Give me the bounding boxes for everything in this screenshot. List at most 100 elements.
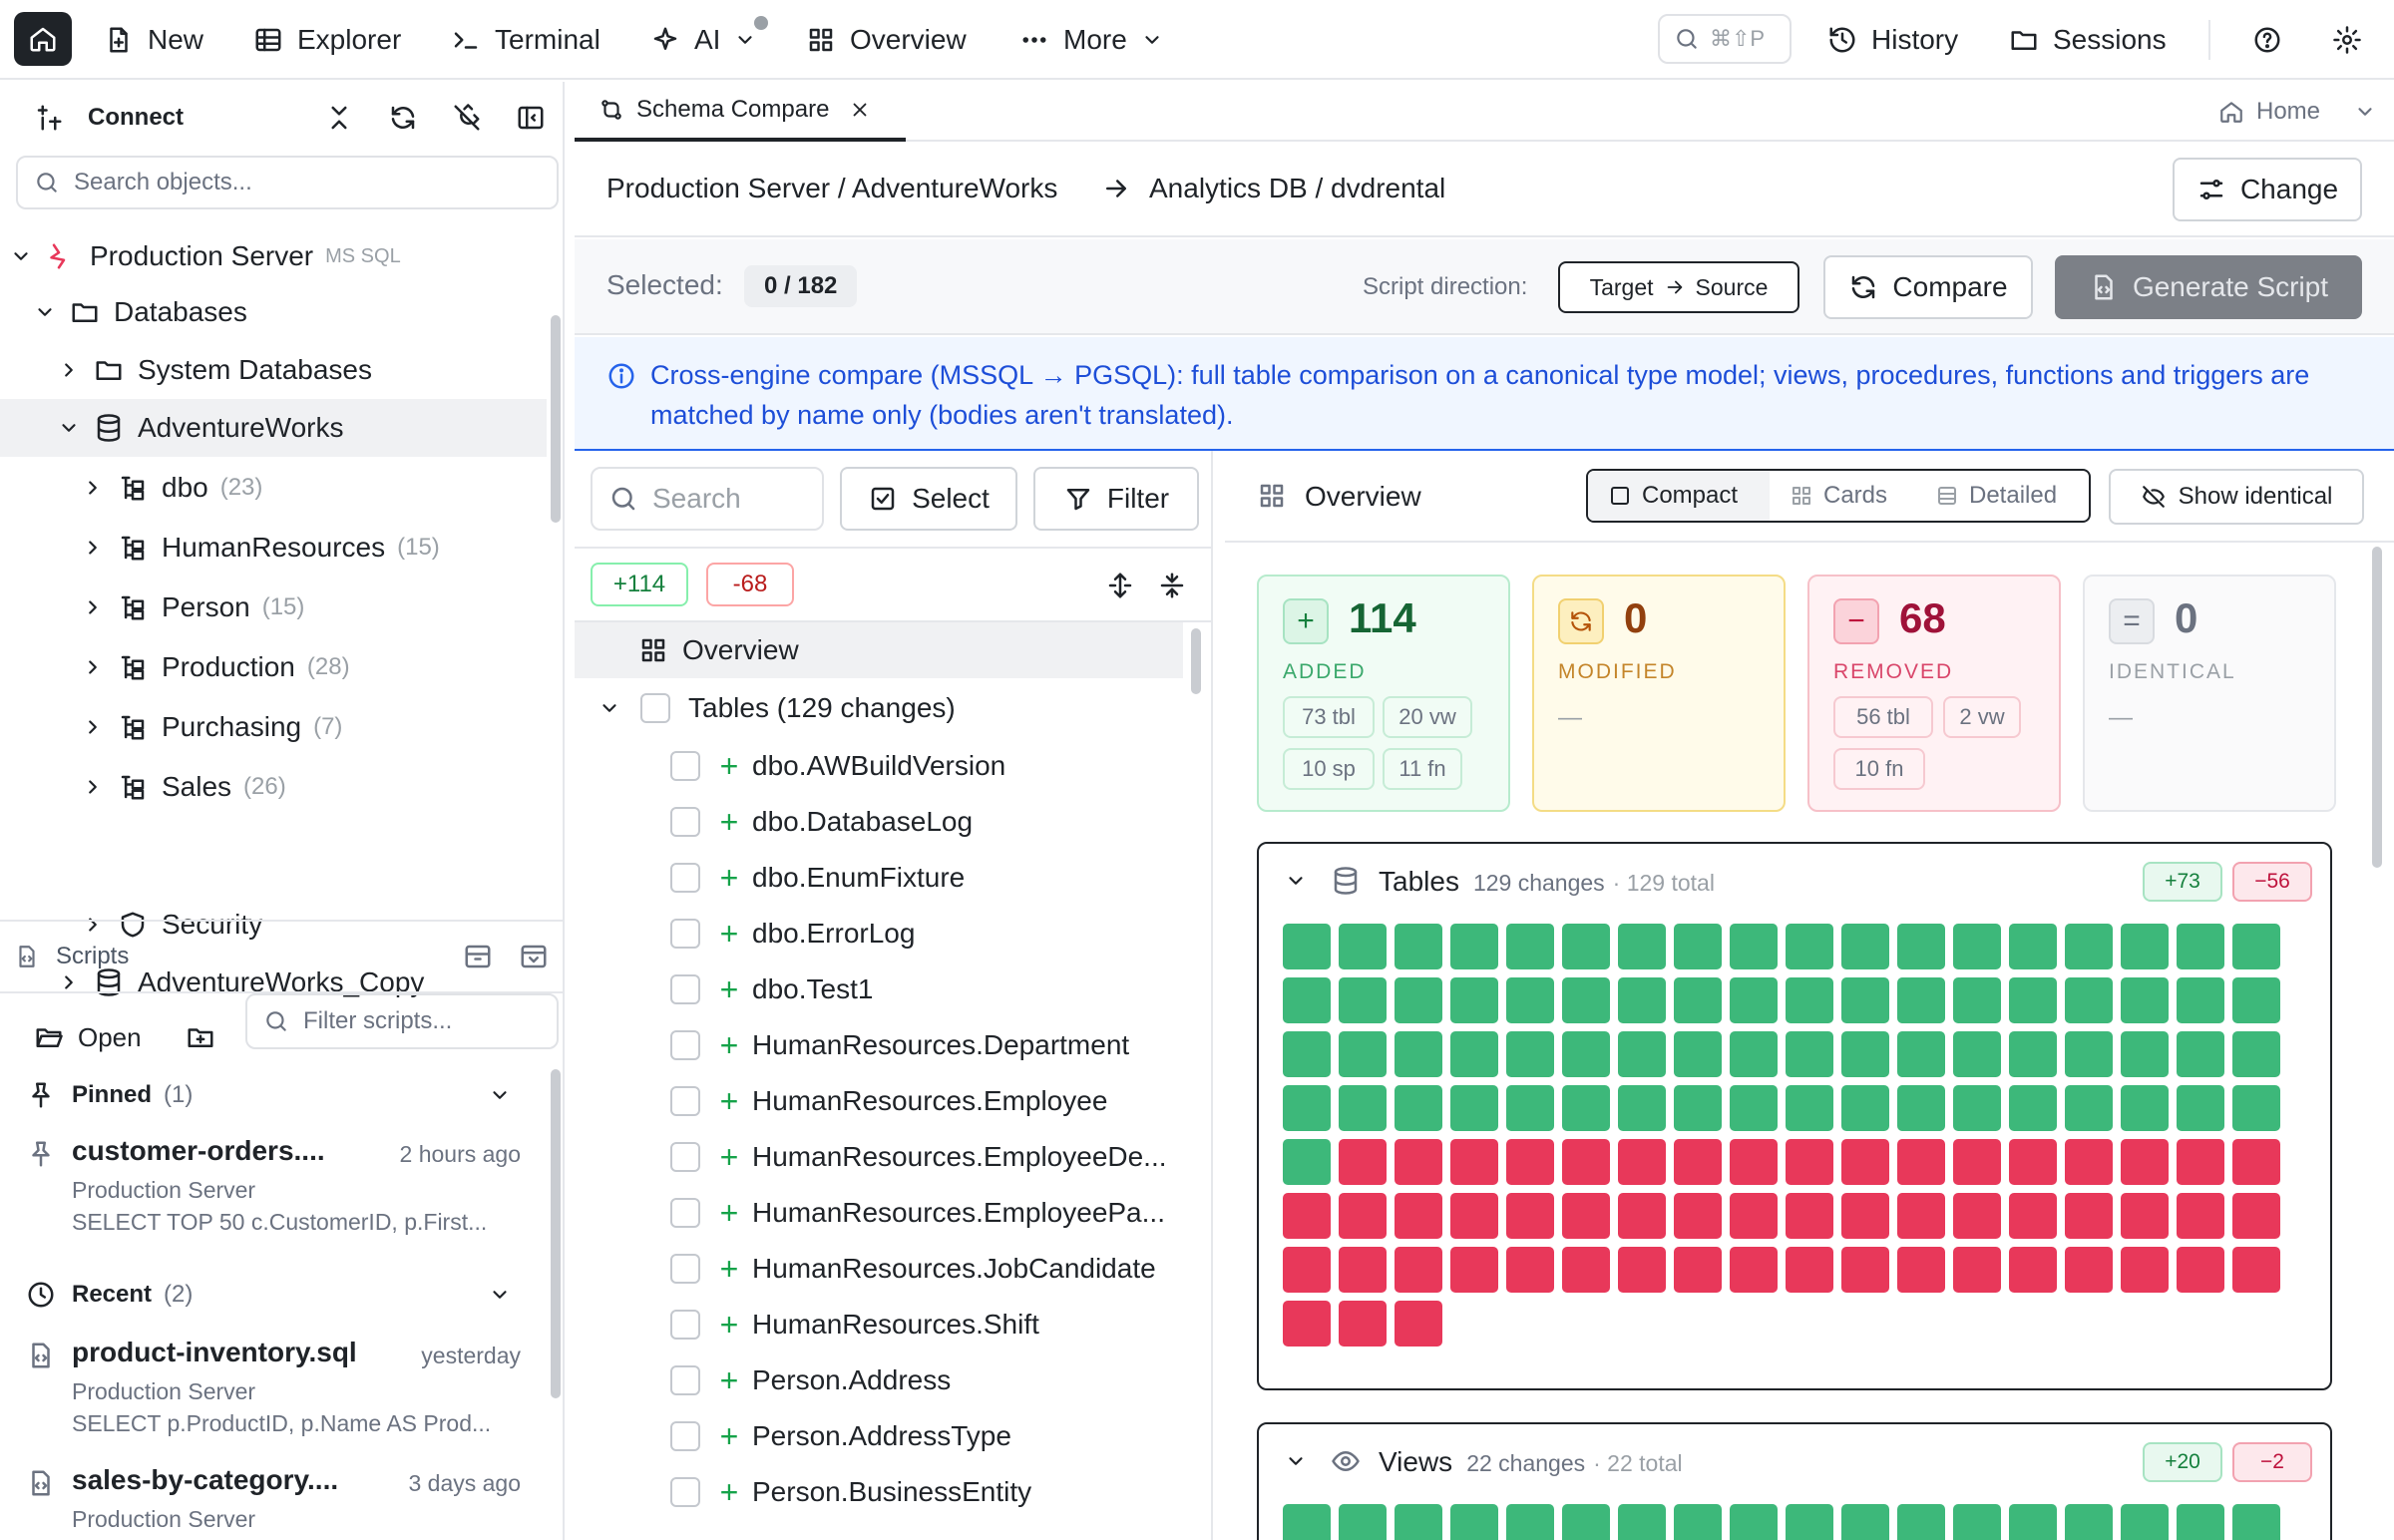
removed-cell[interactable]	[2121, 1139, 2169, 1185]
help-button[interactable]	[2240, 12, 2294, 68]
tab-schema-compare[interactable]: Schema Compare	[575, 82, 906, 142]
added-cell[interactable]	[1450, 924, 1498, 969]
added-cell[interactable]	[1730, 1031, 1778, 1077]
tree-schema[interactable]: Person (15)	[0, 578, 547, 636]
added-cell[interactable]	[1618, 1085, 1666, 1131]
removed-cell[interactable]	[1730, 1193, 1778, 1239]
added-cell[interactable]	[1506, 1085, 1554, 1131]
generate-script-button[interactable]: Generate Script	[2055, 255, 2362, 319]
removed-cell[interactable]	[2121, 1247, 2169, 1293]
removed-cell[interactable]	[1562, 1193, 1610, 1239]
tree-scrollbar[interactable]	[551, 315, 561, 523]
script-item[interactable]: sales-by-category.... 3 days ago Product…	[0, 1458, 549, 1540]
expand-all-icon[interactable]	[1105, 571, 1135, 600]
list-item[interactable]: + HumanResources.Employee	[575, 1073, 1183, 1129]
removed-cell[interactable]	[2009, 1139, 2057, 1185]
disconnect-icon[interactable]	[452, 103, 482, 133]
added-cell[interactable]	[2009, 1031, 2057, 1077]
added-cell[interactable]	[1395, 1504, 1442, 1540]
collapse-all-icon[interactable]	[1157, 571, 1187, 600]
added-cell[interactable]	[2009, 977, 2057, 1023]
archive-icon[interactable]	[463, 942, 493, 971]
added-cell[interactable]	[1674, 1031, 1722, 1077]
removed-cell[interactable]	[2232, 1247, 2280, 1293]
added-cell[interactable]	[2121, 977, 2169, 1023]
removed-cell[interactable]	[1450, 1193, 1498, 1239]
removed-cell[interactable]	[1674, 1139, 1722, 1185]
home-button[interactable]	[14, 12, 72, 66]
list-search-input[interactable]: Search	[591, 467, 824, 531]
item-checkbox[interactable]	[670, 1365, 700, 1395]
list-item[interactable]: + HumanResources.JobCandidate	[575, 1241, 1183, 1297]
added-cell[interactable]	[1841, 924, 1889, 969]
added-cell[interactable]	[1562, 977, 1610, 1023]
tree-schema[interactable]: dbo (23)	[0, 459, 547, 517]
removed-cell[interactable]	[2121, 1193, 2169, 1239]
added-cell[interactable]	[1283, 1085, 1331, 1131]
added-cell[interactable]	[1841, 977, 1889, 1023]
list-item[interactable]: + HumanResources.EmployeePa...	[575, 1185, 1183, 1241]
item-checkbox[interactable]	[670, 1254, 700, 1284]
added-cell[interactable]	[1506, 1031, 1554, 1077]
added-cell[interactable]	[2177, 1085, 2224, 1131]
added-cell[interactable]	[1506, 1504, 1554, 1540]
removed-cell[interactable]	[2009, 1193, 2057, 1239]
added-cell[interactable]	[2177, 1031, 2224, 1077]
removed-cell[interactable]	[1562, 1139, 1610, 1185]
removed-cell[interactable]	[1841, 1139, 1889, 1185]
list-item[interactable]: + Person.Address	[575, 1352, 1183, 1408]
script-item[interactable]: product-inventory.sql yesterday Producti…	[0, 1331, 549, 1450]
item-checkbox[interactable]	[670, 1198, 700, 1228]
removed-cell[interactable]	[1730, 1139, 1778, 1185]
pinned-section-header[interactable]: Pinned (1)	[0, 1067, 549, 1123]
added-cell[interactable]	[2121, 1031, 2169, 1077]
tree-schema[interactable]: HumanResources (15)	[0, 519, 547, 577]
new-button[interactable]: New	[92, 12, 215, 68]
compare-button[interactable]: Compare	[1823, 255, 2033, 319]
removed-cell[interactable]	[1562, 1247, 1610, 1293]
removed-cell[interactable]	[1506, 1139, 1554, 1185]
removed-cell[interactable]	[1283, 1301, 1331, 1347]
modified-card[interactable]: 0 MODIFIED —	[1532, 575, 1786, 812]
ai-button[interactable]: AI	[638, 12, 768, 68]
added-cell[interactable]	[1450, 977, 1498, 1023]
added-cell[interactable]	[1953, 1085, 2001, 1131]
added-cell[interactable]	[1897, 977, 1945, 1023]
added-cell[interactable]	[2009, 924, 2057, 969]
removed-cell[interactable]	[1730, 1247, 1778, 1293]
removed-cell[interactable]	[1786, 1193, 1833, 1239]
removed-cell[interactable]	[2177, 1139, 2224, 1185]
item-checkbox[interactable]	[670, 1142, 700, 1172]
removed-card[interactable]: − 68 REMOVED 56 tbl 2 vw 10 fn	[1807, 575, 2061, 812]
removed-cell[interactable]	[2065, 1139, 2113, 1185]
added-cell[interactable]	[1395, 924, 1442, 969]
added-cell[interactable]	[2065, 1504, 2113, 1540]
collapse-panel-icon[interactable]	[519, 942, 549, 971]
tables-group-row[interactable]: Tables (129 changes)	[575, 680, 1183, 736]
removed-cell[interactable]	[1618, 1139, 1666, 1185]
chevron-down-icon[interactable]	[1285, 1450, 1307, 1472]
removed-cell[interactable]	[1395, 1301, 1442, 1347]
view-compact[interactable]: Compact	[1588, 471, 1770, 521]
item-checkbox[interactable]	[670, 1421, 700, 1451]
removed-cell[interactable]	[1283, 1193, 1331, 1239]
removed-cell[interactable]	[1897, 1193, 1945, 1239]
sidebar-toggle-icon[interactable]	[516, 103, 546, 133]
removed-cell[interactable]	[1618, 1247, 1666, 1293]
history-button[interactable]: History	[1815, 12, 1970, 68]
removed-cell[interactable]	[1506, 1247, 1554, 1293]
change-button[interactable]: Change	[2173, 158, 2362, 221]
show-identical-button[interactable]: Show identical	[2109, 469, 2364, 525]
added-cell[interactable]	[1841, 1031, 1889, 1077]
removed-cell[interactable]	[2065, 1193, 2113, 1239]
added-cell[interactable]	[1339, 977, 1387, 1023]
removed-cell[interactable]	[1339, 1139, 1387, 1185]
added-cell[interactable]	[2065, 1085, 2113, 1131]
removed-cell[interactable]	[1450, 1247, 1498, 1293]
added-cell[interactable]	[2177, 977, 2224, 1023]
settings-button[interactable]	[2320, 12, 2374, 68]
tree-schema[interactable]: Purchasing (7)	[0, 698, 547, 756]
added-cell[interactable]	[1618, 977, 1666, 1023]
removed-cell[interactable]	[1953, 1193, 2001, 1239]
added-cell[interactable]	[1786, 1031, 1833, 1077]
